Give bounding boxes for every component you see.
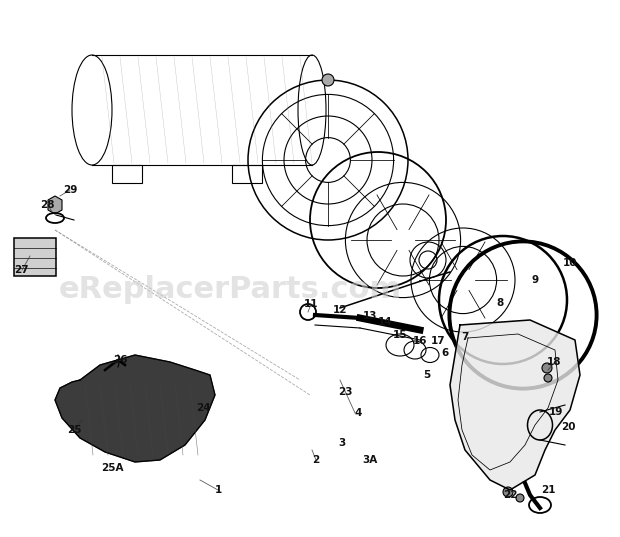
Text: 20: 20 [560,422,575,432]
Text: 25: 25 [67,425,81,435]
Text: 9: 9 [531,275,539,285]
Text: 27: 27 [14,265,29,275]
Text: 29: 29 [63,185,77,195]
Text: 16: 16 [413,336,427,346]
Text: 22: 22 [503,490,517,500]
Circle shape [503,487,513,497]
Text: 5: 5 [423,370,431,380]
Text: 19: 19 [549,407,563,417]
FancyBboxPatch shape [14,238,56,276]
Circle shape [542,363,552,373]
Text: 24: 24 [196,403,210,413]
Text: 14: 14 [378,317,392,327]
Text: 2: 2 [312,455,320,465]
Text: 25A: 25A [100,463,123,473]
Text: 3: 3 [339,438,345,448]
Text: 21: 21 [541,485,556,495]
Text: 17: 17 [431,336,445,346]
Text: 11: 11 [304,299,318,309]
Text: 13: 13 [363,311,377,321]
Text: 8: 8 [497,298,503,308]
Text: 4: 4 [354,408,361,418]
Text: 1: 1 [215,485,221,495]
Text: 7: 7 [461,332,469,342]
Text: 6: 6 [441,348,449,358]
Circle shape [544,374,552,382]
Text: 23: 23 [338,387,352,397]
Text: 26: 26 [113,355,127,365]
Circle shape [516,494,524,502]
Text: 12: 12 [333,305,347,315]
Text: 3A: 3A [362,455,378,465]
Circle shape [322,74,334,86]
Text: 28: 28 [40,200,55,210]
Text: 15: 15 [392,330,407,340]
Polygon shape [450,320,580,490]
Text: 10: 10 [563,258,577,268]
Polygon shape [55,355,215,462]
Bar [232,165,262,183]
Text: 18: 18 [547,357,561,367]
Text: eReplacerParts.com: eReplacerParts.com [58,275,402,304]
Bar [112,165,142,183]
Polygon shape [48,196,62,214]
